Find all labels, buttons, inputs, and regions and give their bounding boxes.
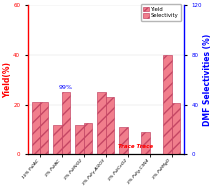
Legend: Yield, Selectivity: Yield, Selectivity (141, 4, 181, 21)
Y-axis label: DMF Selectivities (%): DMF Selectivities (%) (203, 33, 212, 126)
Bar (62, 92, 70, 154)
Bar (141, 132, 150, 154)
Bar (119, 127, 128, 154)
Bar (172, 103, 180, 154)
Bar (40, 102, 48, 154)
Bar (106, 97, 114, 154)
Bar (32, 102, 40, 154)
Text: Trace Trace: Trace Trace (118, 144, 153, 149)
Text: 99%: 99% (59, 85, 73, 90)
Bar (97, 92, 106, 154)
Bar (163, 55, 172, 154)
Bar (84, 123, 92, 154)
Bar (54, 125, 62, 154)
Bar (75, 125, 84, 154)
Y-axis label: Yield(%): Yield(%) (3, 62, 12, 98)
